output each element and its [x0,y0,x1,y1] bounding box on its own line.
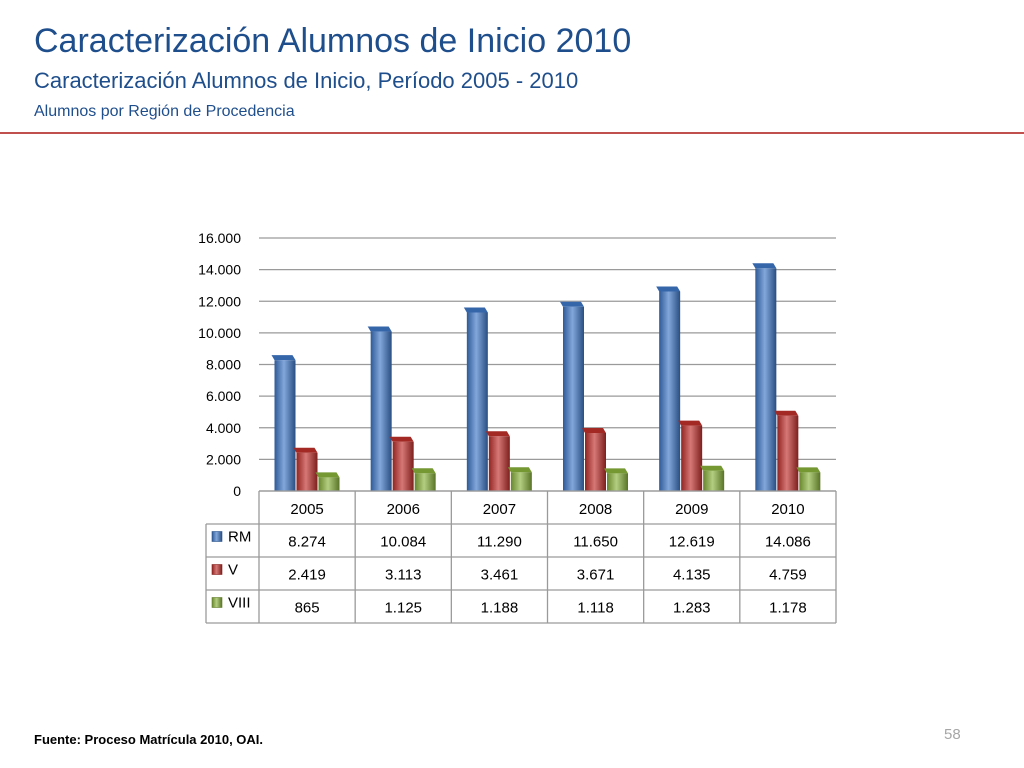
bar-RM-2007 [466,312,488,491]
bar-top-V-2008 [582,427,606,433]
bar-top-VIII-2006 [411,468,436,474]
bar-V-2008 [585,432,606,491]
bar-RM-2005 [274,360,296,491]
bar-VIII-2009 [703,470,725,491]
bar-VIII-2006 [414,473,436,491]
table-cell: 3.461 [481,567,519,584]
bar-top-VIII-2009 [700,465,725,471]
bar-top-V-2010 [774,410,799,416]
table-cell: 3.671 [577,567,615,584]
table-cell: 10.084 [380,534,426,551]
y-tick-label: 16.000 [198,230,241,246]
x-tick-label: 2007 [483,501,516,518]
table-cell: 4.759 [769,567,807,584]
bar-V-2006 [392,441,414,491]
header-divider [0,132,1024,134]
chart-caption: Alumnos por Región de Procedencia [34,103,295,120]
bar-top-VIII-2005 [315,472,340,478]
table-cell: 8.274 [288,534,326,551]
bar-VIII-2007 [510,472,532,491]
y-tick-label: 10.000 [198,325,241,341]
table-cell: 865 [295,600,320,617]
legend-swatch-VIII [211,597,223,608]
x-tick-label: 2005 [290,501,323,518]
bar-top-RM-2008 [560,301,584,307]
bar-top-VIII-2010 [796,467,821,473]
bar-top-VIII-2007 [507,467,532,473]
bar-top-VIII-2008 [604,468,628,474]
legend-label-RM: RM [228,529,251,546]
x-tick-label: 2008 [579,501,612,518]
y-tick-label: 12.000 [198,293,241,309]
y-tick-label: 6.000 [206,388,241,404]
x-tick-label: 2010 [771,501,804,518]
table-cell: 1.118 [577,600,613,617]
table-cell: 1.188 [481,600,519,617]
bar-VIII-2005 [318,477,340,491]
bar-V-2007 [488,436,510,491]
y-tick-label: 14.000 [198,262,241,278]
y-tick-label: 8.000 [206,357,241,373]
bar-top-RM-2006 [367,326,392,332]
y-tick-label: 0 [233,483,241,499]
bar-top-V-2005 [293,447,318,453]
table-cell: 2.419 [288,567,326,584]
bar-RM-2009 [659,291,681,491]
bar-top-RM-2005 [271,355,296,361]
table-cell: 1.178 [769,600,807,617]
table-cell: 1.125 [384,600,422,617]
bar-top-V-2006 [389,436,414,442]
table-cell: 11.650 [573,534,618,551]
bar-top-RM-2007 [463,307,488,313]
legend-label-V: V [228,562,238,579]
table-cell: 12.619 [669,534,715,551]
bar-VIII-2008 [607,473,628,491]
bar-VIII-2010 [799,472,821,491]
y-tick-label: 2.000 [206,451,241,467]
table-cell: 4.135 [673,567,711,584]
x-tick-label: 2009 [675,501,708,518]
table-cell: 3.113 [385,567,421,584]
page-subtitle: Caracterización Alumnos de Inicio, Perío… [34,68,579,93]
bar-V-2010 [777,415,799,491]
table-cell: 14.086 [765,534,811,551]
bar-RM-2006 [370,331,392,491]
x-tick-label: 2006 [387,501,420,518]
y-tick-label: 4.000 [206,420,241,436]
source-note: Fuente: Proceso Matrícula 2010, OAI. [34,732,264,747]
bar-V-2005 [296,452,318,491]
bar-top-RM-2009 [656,286,681,292]
bar-RM-2010 [755,268,777,491]
bar-top-V-2007 [485,431,510,437]
table-cell: 11.290 [477,534,522,551]
table-cell: 1.283 [673,600,711,617]
legend-swatch-RM [211,531,223,542]
bar-top-V-2009 [678,420,703,426]
page-title: Caracterización Alumnos de Inicio 2010 [34,22,632,60]
bar-V-2009 [681,425,703,491]
page-number: 58 [944,726,961,743]
bar-RM-2008 [563,306,584,491]
legend-label-VIII: VIII [228,595,251,612]
legend-swatch-V [211,564,223,575]
bar-top-RM-2010 [752,263,777,269]
